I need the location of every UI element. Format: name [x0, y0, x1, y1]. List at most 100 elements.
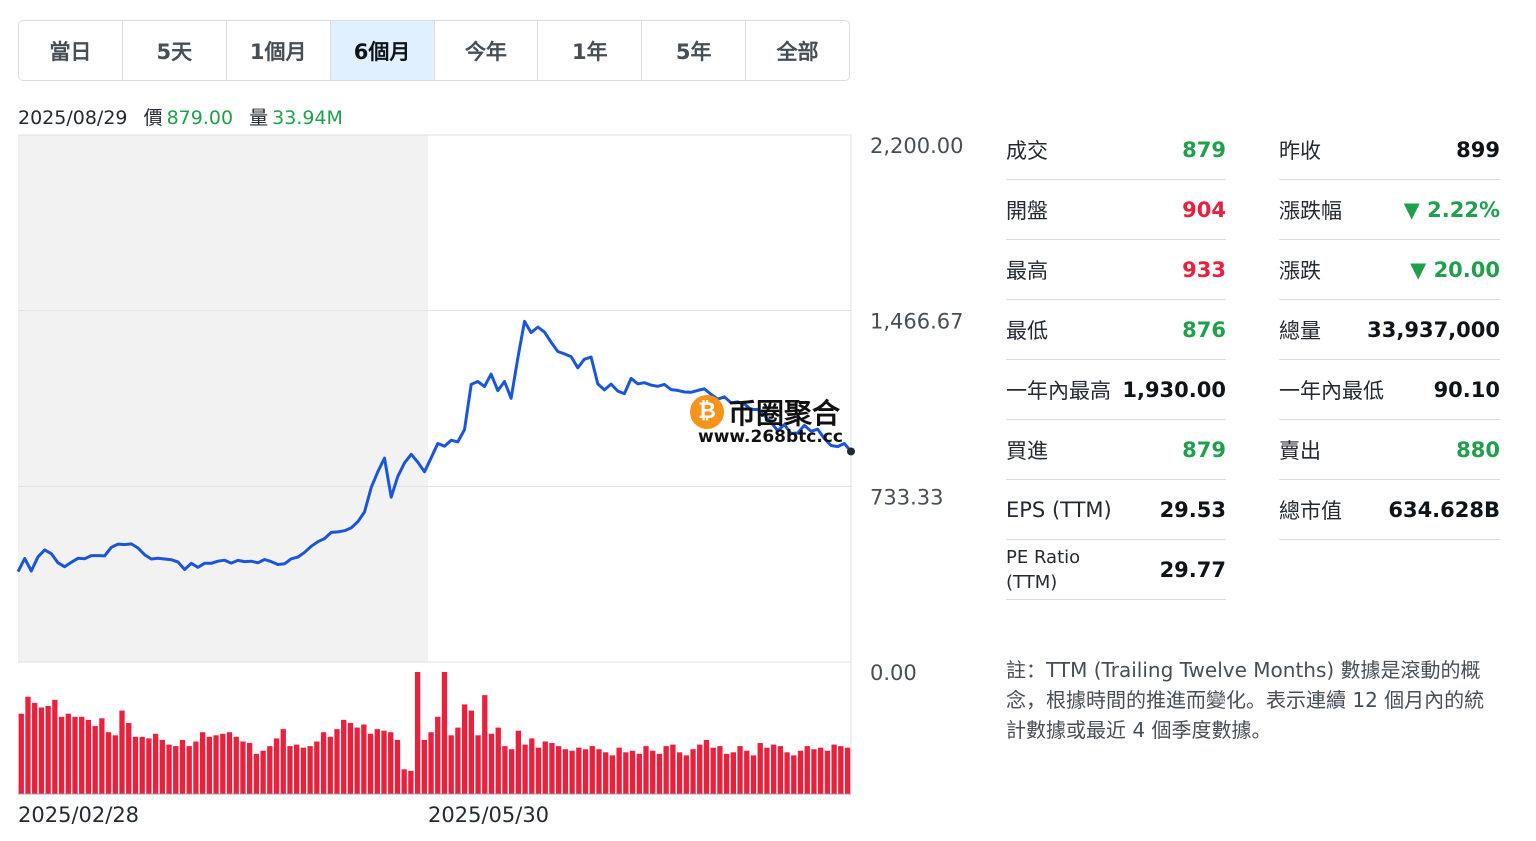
- volume-bar: [300, 747, 307, 794]
- volume-bar: [529, 738, 535, 794]
- volume-bar: [723, 753, 730, 794]
- volume-bar: [287, 746, 293, 794]
- tab-range[interactable]: 全部: [776, 39, 819, 64]
- tab-range[interactable]: 5年: [642, 21, 747, 80]
- volume-bar: [354, 727, 360, 794]
- volume-bar: [435, 716, 441, 794]
- quote-price: 879.00: [166, 107, 234, 129]
- volume-bar: [643, 746, 649, 794]
- volume-bar: [58, 716, 65, 794]
- volume-bar: [253, 753, 260, 794]
- volume-bar: [824, 750, 831, 794]
- volume-bar: [569, 750, 575, 794]
- volume-bar: [556, 746, 562, 794]
- volume-bar: [717, 746, 723, 794]
- volume-bar: [636, 753, 642, 794]
- volume-bar: [831, 744, 837, 794]
- stat-value: 899: [1456, 138, 1500, 162]
- volume-bar: [334, 729, 340, 794]
- stat-row: 開盤 904: [1006, 181, 1226, 240]
- volume-bar: [502, 746, 508, 794]
- volume-bar: [616, 747, 622, 794]
- stat-label: 最高: [1006, 259, 1048, 283]
- volume-bar: [247, 743, 253, 794]
- volume-bar: [535, 747, 542, 794]
- volume-bar: [488, 733, 495, 794]
- volume-bar: [562, 749, 569, 794]
- last-price-dot: [847, 447, 855, 456]
- stat-row: 賣出 880: [1279, 421, 1500, 480]
- stat-value: 29.77: [1159, 558, 1226, 582]
- volume-bar: [240, 741, 246, 794]
- volume-bar: [186, 746, 192, 794]
- volume-bar: [750, 755, 757, 794]
- volume-bar: [414, 672, 421, 794]
- tab-range[interactable]: 1個月: [227, 21, 331, 80]
- volume-bar: [79, 716, 85, 794]
- volume-bar: [441, 672, 448, 794]
- y-tick-label: 0.00: [870, 661, 917, 685]
- volume-bar: [475, 735, 481, 794]
- volume-bar: [388, 732, 394, 794]
- tab-range[interactable]: 5天: [123, 21, 227, 80]
- volume-bar: [45, 705, 51, 794]
- volume-bar: [690, 749, 696, 794]
- stat-value: 29.53: [1159, 498, 1226, 522]
- volume-bar: [65, 713, 71, 794]
- volume-bar: [166, 744, 172, 794]
- volume-bar: [394, 739, 401, 794]
- volume-bar: [341, 719, 347, 794]
- watermark: ₿ 币圈聚合 www.268btc.cc: [688, 392, 853, 452]
- volume-bar: [294, 744, 300, 794]
- volume-bar: [374, 729, 380, 794]
- volume-bar: [515, 730, 522, 794]
- volume-bar: [797, 750, 804, 794]
- stat-row: 最高 933: [1006, 241, 1226, 300]
- volume-bar: [99, 718, 105, 794]
- stat-value: 90.10: [1433, 378, 1500, 402]
- volume-bar: [629, 750, 636, 794]
- tab-range[interactable]: 今年: [435, 21, 539, 80]
- stat-value: 879: [1182, 138, 1226, 162]
- watermark-url: www.268btc.cc: [698, 427, 843, 447]
- volume-bar: [38, 707, 45, 794]
- volume-bar: [703, 739, 710, 794]
- volume-bar: [522, 744, 528, 794]
- volume-bar: [32, 702, 38, 794]
- volume-bar: [105, 732, 112, 794]
- volume-bar: [542, 741, 548, 794]
- volume-bar: [791, 755, 797, 794]
- volume-bar: [267, 746, 273, 794]
- stat-value: 1,930.00: [1122, 378, 1226, 402]
- tab-range[interactable]: 6個月: [330, 21, 435, 80]
- stat-value: 634.628B: [1388, 498, 1500, 522]
- volume-bar: [468, 710, 475, 794]
- stat-value: 904: [1182, 198, 1226, 222]
- stat-row: 最低 876: [1006, 301, 1226, 360]
- volume-bar: [623, 752, 629, 794]
- tab-range[interactable]: 1年: [538, 21, 643, 80]
- y-tick-label: 2,200.00: [870, 134, 964, 158]
- stat-value: 879: [1182, 438, 1226, 462]
- stats-right-column: 昨收 899 漲跌幅 ▼ 2.22% 漲跌 ▼ 20.00 總量 33,937,000 一年內最…: [1279, 121, 1500, 541]
- stat-label: 賣出: [1279, 439, 1321, 463]
- stat-label: 買進: [1006, 439, 1048, 463]
- volume-bar: [199, 732, 206, 794]
- volume-bar: [844, 747, 851, 794]
- volume-bar: [508, 749, 515, 794]
- highlight-region: [18, 135, 428, 662]
- tab-range[interactable]: 當日: [19, 21, 123, 80]
- volume-bar: [482, 695, 488, 794]
- volume-bar: [838, 746, 844, 794]
- stat-value: ▼ 20.00: [1410, 258, 1500, 282]
- volume-bar: [179, 739, 186, 794]
- volume-bar: [603, 752, 609, 794]
- volume-bar: [173, 746, 179, 794]
- volume-bar: [730, 752, 736, 794]
- quote-date: 2025/08/29: [18, 107, 128, 129]
- quote-volume-label: 量: [249, 107, 269, 129]
- volume-bar: [811, 749, 817, 794]
- bitcoin-icon: ₿: [690, 395, 724, 429]
- volume-bar: [146, 738, 152, 794]
- quote-line: 2025/08/29 價 879.00 量 33.94M: [18, 103, 353, 130]
